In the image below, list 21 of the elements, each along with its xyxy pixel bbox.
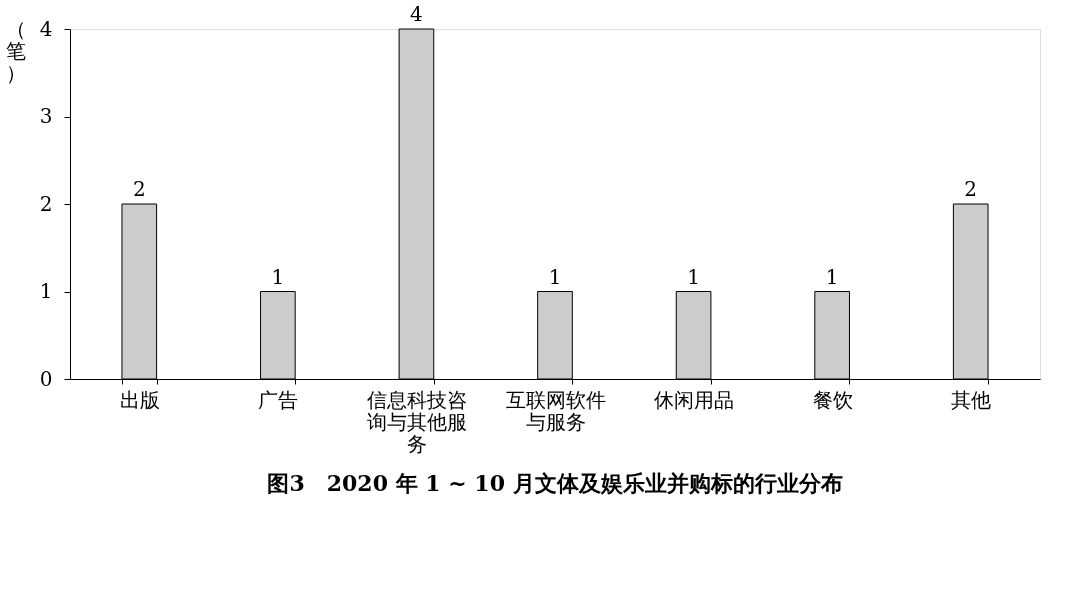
x-tick-label: 信息科技咨询与其他服务 bbox=[366, 387, 467, 456]
x-tick-label: 广告 bbox=[258, 387, 299, 412]
x-tick-label: 餐饮 bbox=[812, 387, 853, 412]
x-tick-label: 休闲用品 bbox=[654, 387, 735, 412]
y-tick-label: 4 bbox=[39, 16, 53, 41]
y-tick-label: 3 bbox=[39, 104, 53, 128]
data-label: 1 bbox=[687, 264, 700, 289]
y-axis-title: （笔） bbox=[5, 16, 26, 85]
data-label: 1 bbox=[271, 264, 285, 289]
y-tick-label: 2 bbox=[39, 191, 53, 216]
y-tick-label: 0 bbox=[39, 366, 53, 391]
data-label: 2 bbox=[132, 177, 146, 201]
x-tick-label: 出版 bbox=[119, 387, 160, 412]
x-tick-label: 其他 bbox=[951, 387, 992, 412]
data-label: 1 bbox=[825, 264, 839, 289]
data-label: 1 bbox=[548, 264, 562, 289]
text: 图3 2020 年 1 ~ 10 月文体及娱乐业并购标的行业分布 bbox=[267, 470, 843, 496]
y-tick-label: 1 bbox=[39, 279, 53, 303]
x-tick-label: 互联网软件与服务 bbox=[505, 387, 606, 434]
data-label: 4 bbox=[410, 2, 423, 26]
data-label: 2 bbox=[964, 177, 978, 201]
